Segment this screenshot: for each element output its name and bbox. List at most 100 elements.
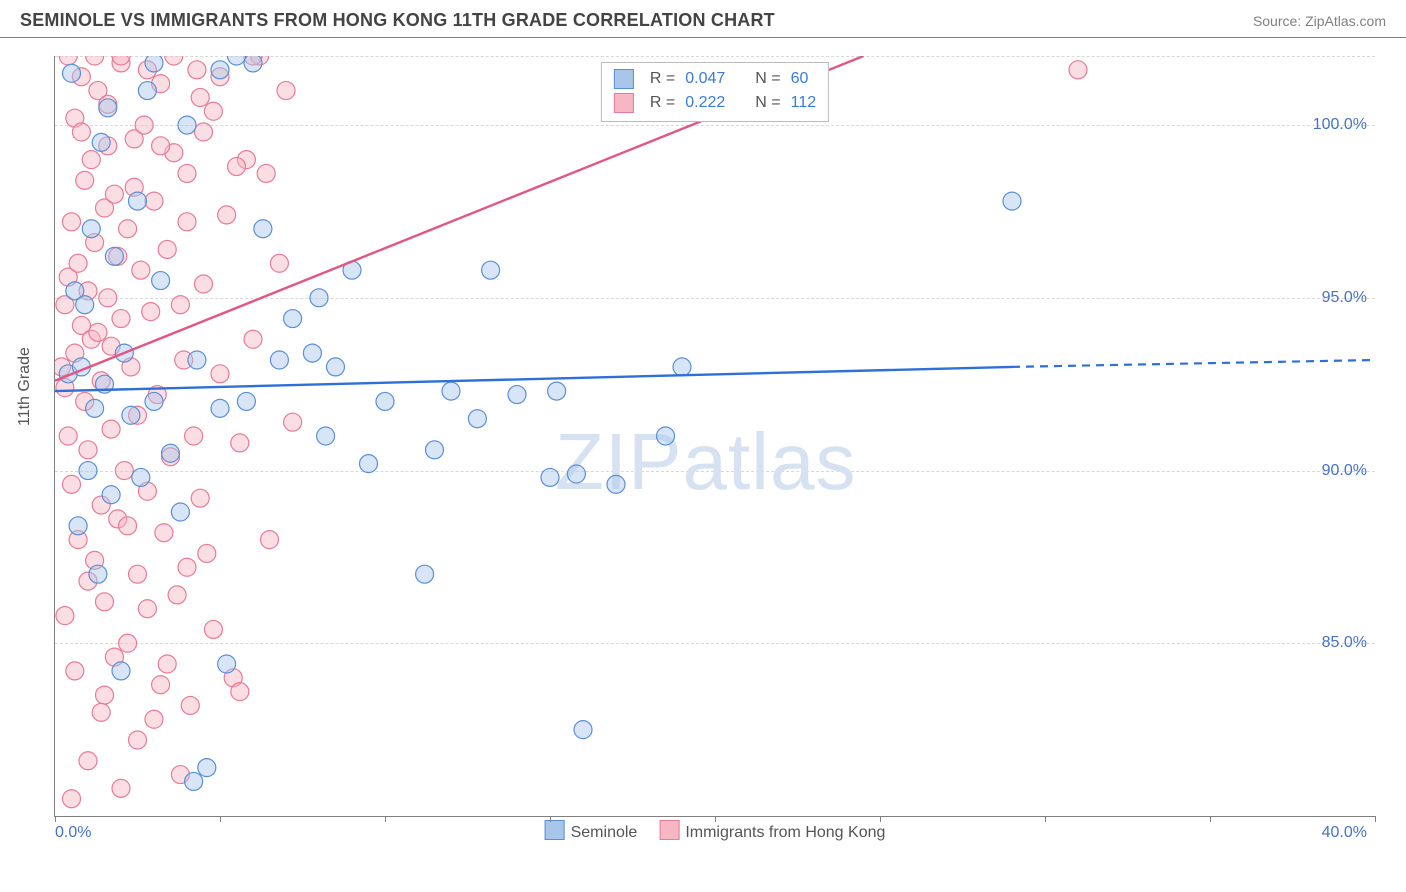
data-point [82,151,100,169]
data-point [178,558,196,576]
data-point [63,213,81,231]
data-point [416,565,434,583]
y-axis-label: 11th Grade [16,347,34,426]
data-point [376,392,394,410]
chart-source: Source: ZipAtlas.com [1253,13,1386,29]
data-point [86,56,104,65]
data-point [204,102,222,120]
data-point [89,565,107,583]
data-point [426,441,444,459]
x-tick-mark [715,816,716,822]
stat-n-label: N = [755,67,780,91]
data-point [79,441,97,459]
data-point [92,703,110,721]
data-point [607,475,625,493]
data-point [69,254,87,272]
data-point [181,696,199,714]
data-point [211,365,229,383]
data-point [69,517,87,535]
data-point [178,213,196,231]
data-point [277,82,295,100]
data-point [198,544,216,562]
swatch-a-icon [614,69,634,89]
data-point [254,220,272,238]
x-tick-mark [385,816,386,822]
legend-item-b: Immigrants from Hong Kong [659,820,885,842]
data-point [105,247,123,265]
data-point [468,410,486,428]
data-point [112,310,130,328]
data-point [152,272,170,290]
data-point [270,254,288,272]
data-point [244,330,262,348]
trend-line [55,367,1012,391]
data-point [303,344,321,362]
data-point [257,164,275,182]
data-point [99,289,117,307]
x-tick-min: 0.0% [55,824,91,842]
data-point [567,465,585,483]
data-point [89,323,107,341]
data-point [191,489,209,507]
data-point [96,686,114,704]
data-point [284,310,302,328]
data-point [188,351,206,369]
plot-area: ZIPatlas R = 0.047 N = 60 R = 0.222 N = … [54,56,1375,817]
x-tick-mark [55,816,56,822]
data-point [231,434,249,452]
data-point [59,56,77,65]
data-point [171,503,189,521]
data-point [548,382,566,400]
x-tick-mark [880,816,881,822]
data-point [92,133,110,151]
data-point [231,683,249,701]
legend-swatch-b-icon [659,820,679,840]
data-point [56,607,74,625]
correlation-stat-box: R = 0.047 N = 60 R = 0.222 N = 112 [601,62,829,122]
legend-item-a: Seminole [545,820,638,842]
data-point [99,99,117,117]
data-point [482,261,500,279]
data-point [102,420,120,438]
data-point [152,137,170,155]
data-point [165,56,183,65]
data-point [158,240,176,258]
data-point [261,531,279,549]
data-point [132,468,150,486]
data-point [198,759,216,777]
data-point [129,731,147,749]
data-point [541,468,559,486]
data-point [63,790,81,808]
data-point [112,662,130,680]
data-point [119,517,137,535]
data-point [218,206,236,224]
data-point [63,64,81,82]
data-point [155,524,173,542]
stat-row-a: R = 0.047 N = 60 [614,67,816,91]
scatter-svg [55,56,1375,816]
data-point [72,123,90,141]
stat-n-label: N = [755,91,780,115]
data-point [168,586,186,604]
data-point [657,427,675,445]
data-point [171,296,189,314]
data-point [59,427,77,445]
legend-label-a: Seminole [571,824,638,841]
legend-swatch-a-icon [545,820,565,840]
data-point [96,593,114,611]
data-point [102,486,120,504]
x-tick-max: 40.0% [1322,824,1367,842]
data-point [76,296,94,314]
data-point [86,399,104,417]
data-point [178,164,196,182]
data-point [508,386,526,404]
data-point [76,171,94,189]
stat-n-value: 112 [791,91,817,115]
data-point [145,192,163,210]
data-point [185,772,203,790]
data-point [188,61,206,79]
trend-line [1012,360,1375,367]
data-point [195,123,213,141]
stat-r-label: R = [650,67,675,91]
swatch-b-icon [614,93,634,113]
